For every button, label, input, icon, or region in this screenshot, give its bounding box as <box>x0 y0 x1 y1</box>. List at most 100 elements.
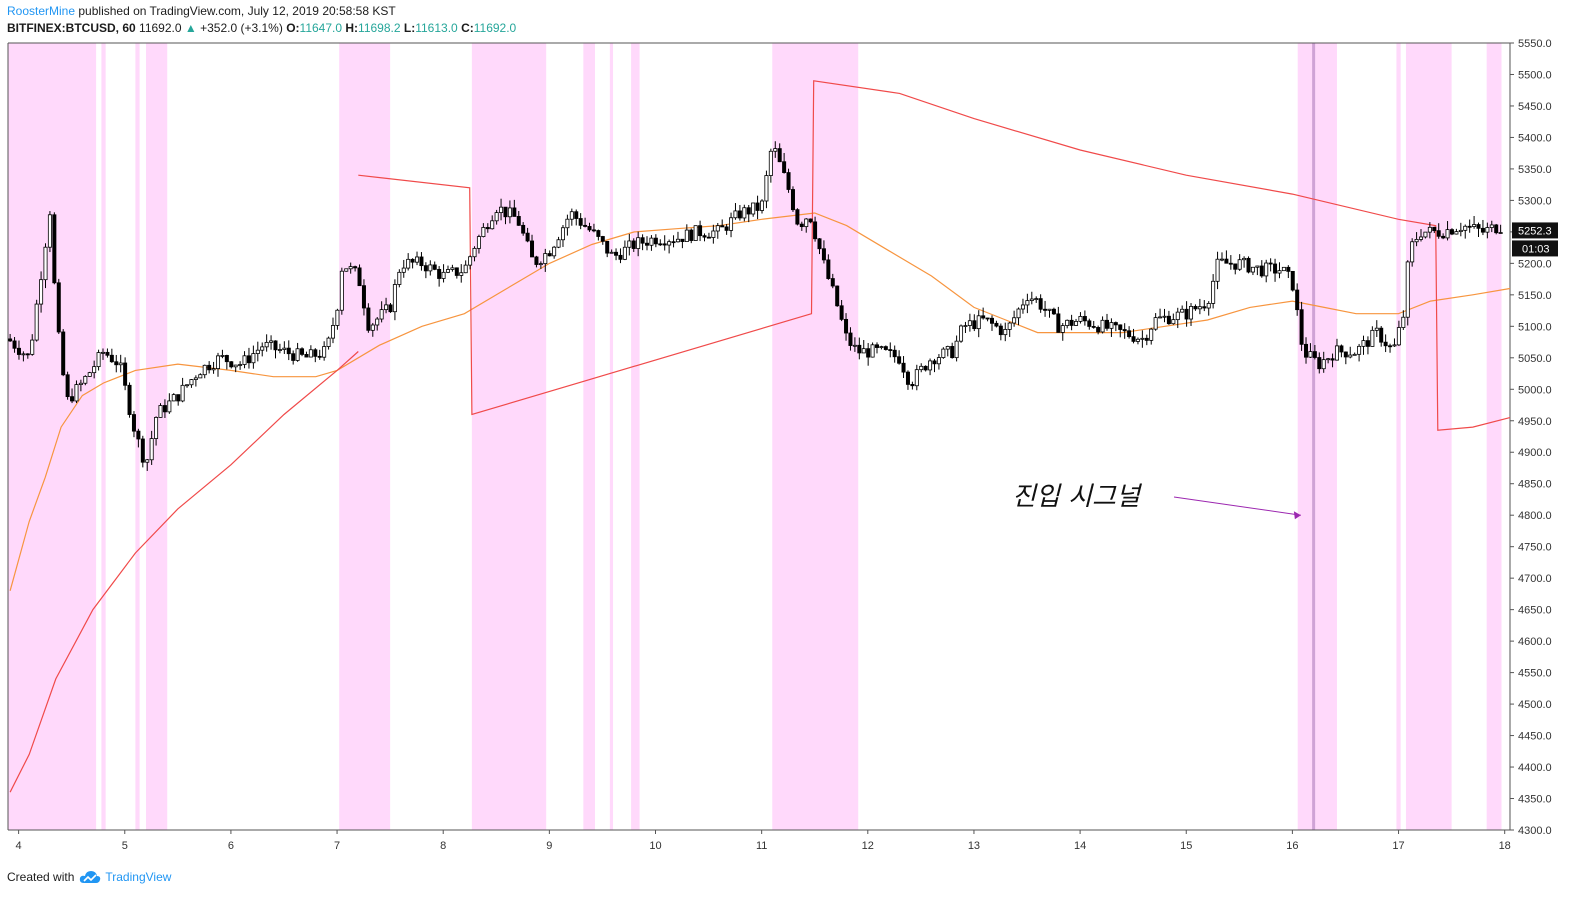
highlight-band <box>1486 43 1502 830</box>
symbol-label[interactable]: BITFINEX:BTCUSD, 60 <box>7 21 136 35</box>
candle-body <box>295 348 300 361</box>
highlight-band <box>8 43 97 830</box>
candle-body <box>348 266 353 270</box>
y-tick-label: 4450.0 <box>1518 731 1552 743</box>
candle-body <box>193 377 198 380</box>
candle-body <box>574 211 579 219</box>
candle-body <box>401 267 406 273</box>
y-tick-label: 4550.0 <box>1518 668 1552 680</box>
candle-body <box>1401 316 1406 328</box>
candle-body <box>959 325 964 342</box>
candle-body <box>768 150 773 176</box>
candle-body <box>39 279 44 305</box>
y-tick-label: 4500.0 <box>1518 699 1552 711</box>
x-tick-label: 5 <box>122 840 128 852</box>
candle-body <box>260 346 265 351</box>
open-label: O: <box>286 21 300 35</box>
time-label-text: 01:03 <box>1522 243 1550 255</box>
candle-body <box>905 371 910 385</box>
candle-body <box>516 216 521 226</box>
candle-body <box>1259 265 1264 277</box>
candle-body <box>614 251 619 256</box>
candle-body <box>1140 337 1145 340</box>
candle-body <box>1480 227 1485 233</box>
candle-body <box>286 347 291 355</box>
high-label: H: <box>345 21 359 35</box>
candle-body <box>167 400 172 413</box>
candle-body <box>419 256 424 267</box>
candle-body <box>1423 231 1428 238</box>
publisher-link[interactable]: RoosterMine <box>7 4 76 18</box>
candle-body <box>1264 262 1269 277</box>
x-tick-label: 4 <box>16 840 22 852</box>
candle-body <box>587 226 592 231</box>
candle-body <box>534 256 539 265</box>
candle-body <box>313 349 318 357</box>
candle-body <box>994 322 999 327</box>
candle-body <box>764 175 769 202</box>
candle-body <box>344 268 349 272</box>
candle-body <box>16 347 21 355</box>
candle-body <box>989 317 994 324</box>
candle-body <box>649 237 654 246</box>
candle-body <box>83 376 88 384</box>
candle-body <box>1295 289 1300 311</box>
candle-body <box>1441 235 1446 239</box>
candle-body <box>468 256 473 266</box>
candle-body <box>1104 319 1109 329</box>
candle-body <box>211 368 216 371</box>
candle-body <box>1175 311 1180 321</box>
candle-body <box>892 349 897 358</box>
y-tick-label: 5300.0 <box>1518 195 1552 207</box>
candle-body <box>715 225 720 232</box>
candle-body <box>702 235 707 238</box>
candle-body <box>675 238 680 243</box>
candle-body <box>1414 238 1419 243</box>
candle-body <box>724 226 729 231</box>
candle-body <box>782 161 787 173</box>
candle-body <box>1405 261 1410 318</box>
candle-body <box>1339 345 1344 353</box>
candle-body <box>1361 340 1366 347</box>
high-value: 11698.2 <box>358 21 401 35</box>
candle-body <box>1127 330 1132 338</box>
candle-body <box>494 212 499 222</box>
candle-body <box>1246 257 1251 273</box>
candle-body <box>145 459 150 463</box>
candle-body <box>1100 319 1105 333</box>
y-tick-label: 4650.0 <box>1518 605 1552 617</box>
candle-body <box>667 241 672 246</box>
candle-body <box>954 340 959 359</box>
candle-body <box>1472 224 1477 227</box>
candle-body <box>291 353 296 361</box>
y-tick-label: 5150.0 <box>1518 290 1552 302</box>
created-with-text: Created with <box>7 870 75 884</box>
y-tick-label: 5550.0 <box>1518 38 1552 50</box>
candle-body <box>472 247 477 258</box>
highlight-band <box>1297 43 1337 830</box>
candle-body <box>1436 230 1441 237</box>
candle-body <box>972 320 977 330</box>
signal-line <box>1312 43 1316 830</box>
candle-body <box>56 282 61 333</box>
candle-body <box>1281 266 1286 272</box>
candle-body <box>361 285 366 309</box>
candle-body <box>25 353 30 356</box>
candle-body <box>437 268 442 279</box>
candle-body <box>499 206 504 214</box>
candle-body <box>490 220 495 230</box>
candle-body <box>1043 308 1048 311</box>
x-tick-label: 17 <box>1392 840 1404 852</box>
candle-body <box>1370 329 1375 347</box>
candle-body <box>760 200 765 211</box>
tradingview-brand-link[interactable]: TradingView <box>105 870 172 884</box>
candle-body <box>105 351 110 356</box>
candle-body <box>786 172 791 190</box>
candle-body <box>963 325 968 327</box>
candle-body <box>1012 317 1017 324</box>
candle-body <box>923 365 928 371</box>
candle-body <box>379 309 384 320</box>
y-tick-label: 4850.0 <box>1518 479 1552 491</box>
candle-body <box>21 353 26 356</box>
